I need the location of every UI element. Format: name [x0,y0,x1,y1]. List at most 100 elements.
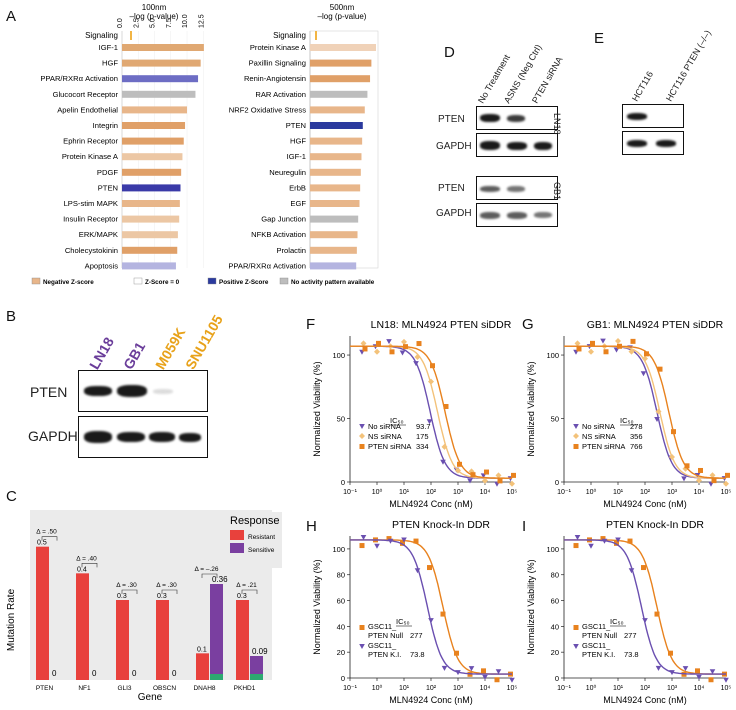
panel-a-legend-swatch [279,277,289,285]
dr-legend-name: PTEN siRNA [368,442,411,451]
panel-c-bracket [161,589,178,594]
panel-a-right-bar [310,59,372,67]
panel-a-legend-swatch [207,277,217,285]
dr-legend-ic50: 278 [630,422,643,431]
dr-point [455,467,461,474]
panel-c-gene-tick: PTEN [36,685,54,692]
panel-a-left-row-label: PTEN [98,183,118,192]
panel-d-side-ln18: LN18 [552,113,562,135]
dr-point [495,669,502,675]
dr-xtick-label: 10¹ [399,685,410,692]
panel-a-right-row-label: ErbB [289,183,306,192]
panel-c-bar-sensitive [210,584,223,680]
dr-legend-name-2: PTEN Null [368,631,403,640]
dr-point [484,469,489,475]
dr-legend-ic50: 93.7 [416,422,431,431]
panel-c-gene-tick: OBSCN [153,685,176,692]
panel-c-delta: Δ = .30 [116,582,137,589]
dr-point [615,537,621,543]
dr-xlabel: MLN4924 Conc (nM) [389,695,473,705]
dr-ytick-label: 20 [551,648,559,657]
dr-point [615,338,621,345]
dr-point [374,348,380,355]
dr-xtick-label: 10³ [667,489,678,496]
panel-c-delta: Δ = .40 [76,555,97,562]
dr-point [389,349,395,355]
dr-xtick-label: 10⁰ [586,684,597,692]
dr-point [455,670,461,676]
dr-xtick-label: 10⁻¹ [557,685,571,692]
panel-d-label-gapdh-2: GAPDH [436,208,472,219]
panel-a-left-row-label: Insulin Receptor [63,215,118,224]
dr-point [709,472,716,479]
panel-c-ylabel: Mutation Rate [6,588,17,651]
panel-a-right-row-label: NFKB Activation [251,230,306,239]
panel-c-res-label: 0.1 [197,646,207,653]
dr-point [601,538,608,544]
dr-legend-marker [573,444,579,449]
dr-point [573,543,579,549]
dr-legend-marker [359,433,365,439]
dr-ytick-label: 100 [546,545,559,554]
dr-point [413,538,419,544]
dr-point [416,341,422,347]
panel-a-left-bar [122,90,196,98]
panel-a-right-row-label: Paxillin Signaling [249,59,306,68]
dr-legend-name: NS siRNA [368,432,402,441]
panel-c-bars: 0.5 0 Δ = .50 PTEN 0.4 0 Δ = .40 NF1 0.3 0 Δ = .30… [36,529,268,692]
panel-a-right-bar [310,106,365,114]
dr-point [495,472,502,479]
panel-a-left-bar [122,137,184,145]
panel-c-bracket [81,563,98,568]
dr-xtick-label: 10⁵ [721,685,732,692]
dr-legend-marker [573,625,579,630]
panel-a-left-bar [122,215,180,223]
dr-title: PTEN Knock-In DDR [606,519,704,531]
dr-point [628,348,635,355]
panel-a-left-row-label: Glucocort Receptor [53,90,119,99]
dr-point [644,351,649,357]
panel-c-xlabel: Gene [138,692,163,703]
panel-a-left-row-label: Cholecystokinin [65,246,118,255]
dr-point [440,611,446,617]
dr-point [654,416,660,422]
panel-a-left-row-label: PPAR/RXRα Activation [40,74,118,83]
dr-point [401,537,407,543]
panel-a-right-row-label: Prolactin [276,246,306,255]
panel-a-right-row-label: EGF [290,199,306,208]
panel-c-gene-tick: GLI3 [117,685,131,692]
panel-a-right-bar [310,122,363,129]
dr-point [642,618,648,624]
dr-point [482,477,488,484]
panel-c-res-label: 0.4 [77,566,87,573]
dr-point [654,611,660,617]
dr-point [696,674,702,680]
panel-b-lane-ln18: LN18 [86,334,117,372]
dr-title: LN18: MLN4924 PTEN siDDR [371,319,512,331]
dr-xtick-label: 10⁻¹ [343,489,357,496]
panel-a-left-bar [122,122,186,129]
panel-a-right-bar [310,153,362,161]
panel-a-right-chart: 500nm –log (p-value) Signaling Protein K… [228,3,379,270]
dr-point [509,480,515,487]
panel-c-sen-label: 0 [52,669,57,678]
panel-a-left-row-label: Protein Kinase A [62,152,119,161]
dr-title: GB1: MLN4924 PTEN siDDR [587,319,724,331]
dr-point [413,361,419,367]
dr-legend-ic50: 73.8 [410,650,425,659]
dr-point [576,346,582,352]
dr-point [481,668,486,674]
dr-point [668,650,673,656]
panel-b-lane-snu1105: SNU1105 [182,312,226,372]
panel-c-legend-sensitive-swatch [230,543,244,553]
panel-a-left-tick: 5.0 [150,18,157,28]
dr-xlabel: MLN4924 Conc (nM) [603,695,687,705]
panel-a-left-bar [122,59,201,67]
dr-xtick-label: 10⁰ [372,684,383,692]
panel-a-left-bar [122,153,183,161]
dr-xlabel: MLN4924 Conc (nM) [603,499,687,509]
dr-legend-ic50: 766 [630,442,643,451]
dr-ylabel: Normalized Viability (%) [312,559,322,654]
dr-point [708,677,714,683]
panel-c-bar-resistant [116,600,129,680]
